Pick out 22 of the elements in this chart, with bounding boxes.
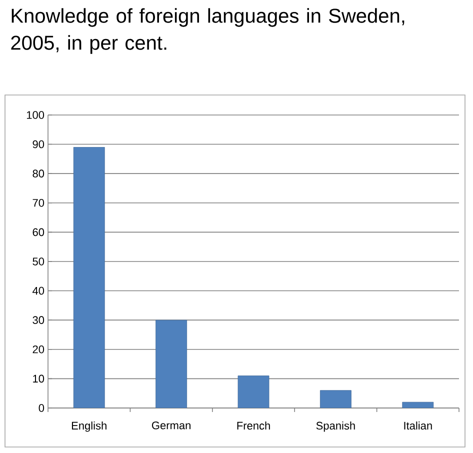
bar: [320, 390, 352, 408]
y-tick-label: 0: [38, 404, 44, 412]
x-tick-label: English: [72, 422, 106, 432]
bar: [156, 320, 188, 408]
y-tick-label: 60: [32, 228, 44, 236]
y-tick-label: 40: [32, 286, 44, 295]
x-tick-label: French: [237, 422, 270, 430]
y-tick-label: 80: [32, 170, 44, 178]
bar: [73, 147, 105, 408]
y-tick-label: 10: [33, 374, 44, 383]
x-tick-label: Spanish: [316, 422, 355, 432]
chart-title: Knowledge of foreign languages in Sweden, 2005, in per cent.: [11, 8, 404, 54]
y-tick-label: 90: [32, 140, 44, 148]
y-tick-label: 70: [32, 198, 44, 207]
y-tick-label: 50: [32, 258, 44, 266]
y-tick-label: 20: [32, 345, 44, 354]
bar: [238, 376, 270, 408]
y-tick-label: 30: [32, 316, 44, 324]
bar: [402, 402, 434, 408]
x-tick-label: Italian: [404, 422, 432, 430]
x-tick-label: German: [152, 422, 190, 430]
y-tick-label: 100: [26, 111, 44, 119]
